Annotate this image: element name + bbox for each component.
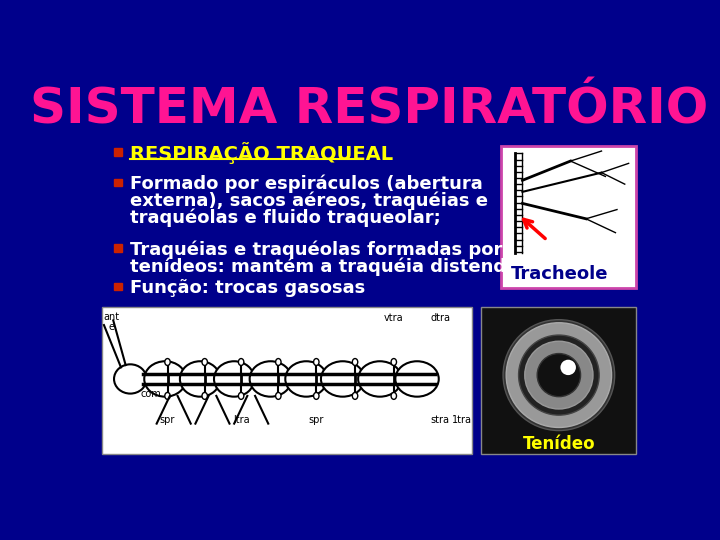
- Text: stra: stra: [431, 415, 450, 425]
- Ellipse shape: [314, 393, 319, 400]
- Text: Tracheole: Tracheole: [510, 265, 608, 284]
- Text: spr: spr: [160, 415, 175, 425]
- Ellipse shape: [114, 364, 147, 394]
- FancyBboxPatch shape: [114, 244, 122, 252]
- Ellipse shape: [165, 359, 170, 366]
- Text: Tenídeo: Tenídeo: [523, 435, 595, 454]
- Circle shape: [518, 335, 599, 415]
- Text: externa), sacos aéreos, traquéias e: externa), sacos aéreos, traquéias e: [130, 192, 488, 211]
- Ellipse shape: [276, 359, 281, 366]
- Circle shape: [525, 341, 593, 409]
- Text: dtra: dtra: [431, 313, 450, 323]
- Circle shape: [537, 354, 580, 397]
- Ellipse shape: [202, 393, 207, 400]
- Ellipse shape: [395, 361, 438, 397]
- Text: spr: spr: [309, 415, 324, 425]
- FancyBboxPatch shape: [482, 307, 636, 454]
- Text: ant: ant: [104, 313, 120, 322]
- Circle shape: [506, 323, 611, 428]
- Ellipse shape: [276, 393, 281, 400]
- Text: RESPIRAÇÃO TRAQUEAL: RESPIRAÇÃO TRAQUEAL: [130, 143, 393, 164]
- Text: Traquéias e traquéolas formadas por: Traquéias e traquéolas formadas por: [130, 240, 503, 259]
- FancyBboxPatch shape: [500, 146, 636, 288]
- FancyBboxPatch shape: [114, 283, 122, 291]
- Ellipse shape: [202, 359, 207, 366]
- Circle shape: [503, 320, 615, 430]
- Text: Função: trocas gasosas: Função: trocas gasosas: [130, 279, 366, 297]
- Text: com: com: [140, 389, 161, 400]
- Text: tenídeos: mantém a traquéia distendida;: tenídeos: mantém a traquéia distendida;: [130, 257, 544, 276]
- Text: e: e: [109, 322, 114, 333]
- Ellipse shape: [238, 393, 244, 400]
- FancyBboxPatch shape: [114, 148, 122, 156]
- Ellipse shape: [352, 393, 358, 400]
- Ellipse shape: [214, 361, 254, 397]
- FancyBboxPatch shape: [102, 307, 472, 454]
- Text: ltra: ltra: [233, 415, 249, 425]
- FancyBboxPatch shape: [114, 179, 122, 186]
- Ellipse shape: [321, 361, 364, 397]
- Ellipse shape: [238, 359, 244, 366]
- Text: vtra: vtra: [384, 313, 404, 323]
- Circle shape: [560, 360, 576, 375]
- Ellipse shape: [358, 361, 402, 397]
- Ellipse shape: [285, 361, 327, 397]
- Ellipse shape: [250, 361, 292, 397]
- Ellipse shape: [180, 361, 220, 397]
- Ellipse shape: [144, 361, 186, 397]
- Text: 1tra: 1tra: [452, 415, 472, 425]
- Text: Formado por espiráculos (abertura: Formado por espiráculos (abertura: [130, 175, 483, 193]
- Ellipse shape: [352, 359, 358, 366]
- Ellipse shape: [165, 393, 170, 400]
- Text: SISTEMA RESPIRATÓRIO: SISTEMA RESPIRATÓRIO: [30, 85, 708, 133]
- Ellipse shape: [391, 393, 397, 400]
- Text: traquéolas e fluido traqueolar;: traquéolas e fluido traqueolar;: [130, 209, 441, 227]
- Ellipse shape: [391, 359, 397, 366]
- Ellipse shape: [314, 359, 319, 366]
